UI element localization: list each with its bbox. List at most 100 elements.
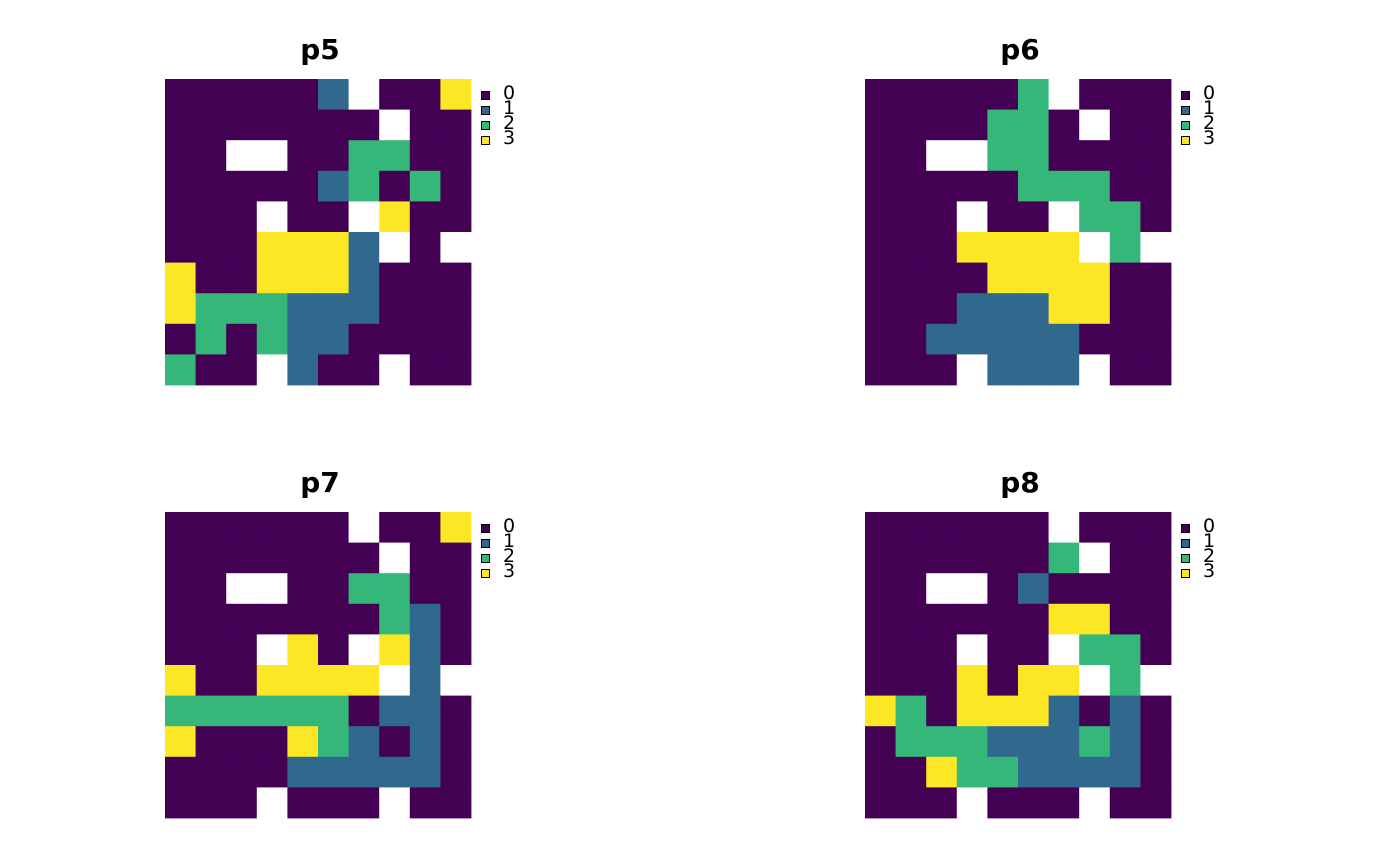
cell-na (1140, 232, 1172, 263)
cell-na (226, 573, 258, 605)
cell-value-2 (1048, 170, 1080, 202)
cell-value-0 (165, 79, 196, 110)
cell-value-2 (1018, 140, 1049, 172)
cell-value-3 (379, 634, 411, 666)
cell-value-0 (440, 109, 472, 141)
cell-value-1 (287, 756, 319, 788)
cell-value-2 (1079, 634, 1111, 666)
cell-value-2 (987, 109, 1019, 141)
cell-value-0 (287, 573, 319, 605)
legend-label: 2 (503, 112, 516, 134)
legend-label: 1 (503, 97, 516, 119)
cell-value-0 (987, 201, 1019, 233)
cell-value-0 (865, 726, 896, 758)
cell-value-0 (865, 634, 896, 666)
cell-value-0 (226, 354, 258, 386)
cell-value-0 (1109, 512, 1141, 543)
cell-value-2 (195, 695, 227, 727)
cell-value-1 (379, 695, 411, 727)
legend-label: 0 (1203, 515, 1216, 537)
cell-value-0 (1079, 573, 1111, 605)
cell-value-0 (865, 573, 896, 605)
cell-value-0 (1140, 787, 1172, 819)
cell-value-3 (287, 262, 319, 294)
cell-value-0 (1079, 140, 1111, 172)
cell-value-0 (1079, 79, 1111, 110)
cell-value-2 (318, 726, 349, 758)
cell-value-1 (409, 603, 441, 635)
cell-value-0 (195, 756, 227, 788)
cell-value-0 (318, 109, 349, 141)
cell-value-2 (409, 170, 441, 202)
cell-value-0 (865, 323, 896, 355)
cell-value-0 (226, 109, 258, 141)
cell-value-3 (1079, 262, 1111, 294)
cell-value-0 (956, 79, 988, 110)
cell-value-2 (987, 756, 1019, 788)
cell-value-2 (318, 695, 349, 727)
cell-value-0 (226, 170, 258, 202)
cell-value-0 (926, 787, 958, 819)
cell-value-0 (926, 695, 958, 727)
cell-value-1 (287, 293, 319, 325)
cell-value-0 (440, 573, 472, 605)
cell-value-0 (865, 170, 896, 202)
cell-value-3 (440, 79, 472, 110)
cell-value-0 (226, 756, 258, 788)
cell-value-0 (409, 323, 441, 355)
cell-value-3 (440, 512, 472, 543)
cell-value-0 (348, 323, 380, 355)
cell-value-2 (926, 726, 958, 758)
cell-na (1048, 79, 1080, 110)
cell-value-2 (1079, 726, 1111, 758)
cell-value-0 (1109, 293, 1141, 325)
cell-value-0 (895, 293, 927, 325)
cell-value-0 (440, 542, 472, 574)
legend-label: 0 (503, 82, 516, 104)
cell-value-1 (348, 262, 380, 294)
cell-value-0 (440, 787, 472, 819)
cell-value-0 (256, 756, 288, 788)
cell-value-0 (165, 787, 196, 819)
cell-na (956, 201, 988, 233)
cell-na (440, 232, 472, 263)
cell-value-0 (165, 573, 196, 605)
cell-value-3 (318, 665, 349, 696)
cell-value-3 (379, 201, 411, 233)
cell-value-1 (956, 323, 988, 355)
cell-value-0 (409, 201, 441, 233)
cell-value-2 (379, 603, 411, 635)
cell-value-1 (348, 726, 380, 758)
cell-value-0 (895, 170, 927, 202)
raster-map (165, 512, 472, 819)
cell-value-0 (318, 201, 349, 233)
cell-na (1079, 109, 1111, 141)
cell-na (956, 634, 988, 666)
cell-value-0 (379, 262, 411, 294)
cell-value-0 (409, 573, 441, 605)
cell-value-2 (987, 140, 1019, 172)
cell-value-0 (195, 634, 227, 666)
cell-value-3 (1048, 232, 1080, 263)
cell-na (379, 354, 411, 386)
cell-value-3 (348, 665, 380, 696)
cell-value-0 (1140, 634, 1172, 666)
cell-na (379, 542, 411, 574)
cell-value-1 (348, 293, 380, 325)
cell-value-0 (1048, 573, 1080, 605)
cell-value-3 (256, 262, 288, 294)
cell-value-0 (440, 201, 472, 233)
cell-value-0 (409, 542, 441, 574)
cell-value-0 (865, 756, 896, 788)
cell-value-0 (226, 323, 258, 355)
cell-value-3 (956, 695, 988, 727)
cell-value-0 (895, 354, 927, 386)
legend-swatch (481, 554, 490, 563)
cell-value-0 (1140, 262, 1172, 294)
cell-na (1048, 634, 1080, 666)
cell-value-0 (379, 293, 411, 325)
cell-value-2 (226, 293, 258, 325)
cell-na (440, 665, 472, 696)
cell-value-1 (287, 323, 319, 355)
